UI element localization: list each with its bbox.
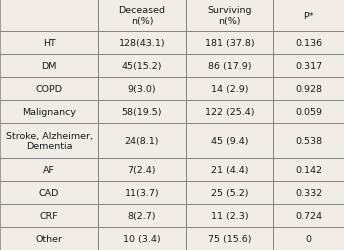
Text: 7(2.4): 7(2.4)	[128, 166, 156, 174]
Bar	[98, 182, 186, 204]
Text: 11 (2.3): 11 (2.3)	[211, 211, 248, 220]
Text: DM: DM	[41, 62, 57, 71]
Text: 45 (9.4): 45 (9.4)	[211, 136, 248, 145]
Bar	[273, 0, 344, 32]
Bar	[0, 100, 98, 124]
Bar	[186, 124, 273, 158]
Text: Deceased
n(%): Deceased n(%)	[118, 6, 165, 26]
Text: Stroke, Alzheimer,
Dementia: Stroke, Alzheimer, Dementia	[6, 131, 93, 151]
Text: 0: 0	[306, 234, 312, 243]
Bar	[0, 0, 98, 32]
Text: 14 (2.9): 14 (2.9)	[211, 85, 248, 94]
Bar	[0, 124, 98, 158]
Bar	[186, 0, 273, 32]
Bar	[186, 78, 273, 100]
Text: CAD: CAD	[39, 188, 59, 197]
Text: 8(2.7): 8(2.7)	[128, 211, 156, 220]
Bar	[273, 182, 344, 204]
Bar	[186, 100, 273, 124]
Bar	[98, 100, 186, 124]
Text: 24(8.1): 24(8.1)	[125, 136, 159, 145]
Text: 128(43.1): 128(43.1)	[119, 39, 165, 48]
Text: 9(3.0): 9(3.0)	[128, 85, 156, 94]
Bar	[273, 204, 344, 227]
Bar	[98, 204, 186, 227]
Bar	[0, 182, 98, 204]
Text: CRF: CRF	[40, 211, 58, 220]
Bar	[186, 204, 273, 227]
Text: COPD: COPD	[35, 85, 63, 94]
Bar	[273, 55, 344, 78]
Bar	[0, 55, 98, 78]
Text: 75 (15.6): 75 (15.6)	[208, 234, 251, 243]
Text: AF: AF	[43, 166, 55, 174]
Bar	[98, 124, 186, 158]
Text: 58(19.5): 58(19.5)	[122, 108, 162, 116]
Text: 25 (5.2): 25 (5.2)	[211, 188, 248, 197]
Text: 122 (25.4): 122 (25.4)	[205, 108, 254, 116]
Text: 45(15.2): 45(15.2)	[122, 62, 162, 71]
Bar	[186, 227, 273, 250]
Bar	[273, 32, 344, 55]
Text: 10 (3.4): 10 (3.4)	[123, 234, 161, 243]
Text: 0.317: 0.317	[295, 62, 322, 71]
Text: 0.928: 0.928	[295, 85, 322, 94]
Bar	[98, 158, 186, 182]
Bar	[98, 227, 186, 250]
Text: 0.332: 0.332	[295, 188, 322, 197]
Bar	[98, 0, 186, 32]
Bar	[0, 227, 98, 250]
Text: 86 (17.9): 86 (17.9)	[208, 62, 251, 71]
Bar	[273, 227, 344, 250]
Text: 0.538: 0.538	[295, 136, 322, 145]
Bar	[0, 32, 98, 55]
Text: 0.724: 0.724	[295, 211, 322, 220]
Text: Surviving
n(%): Surviving n(%)	[207, 6, 252, 26]
Text: 21 (4.4): 21 (4.4)	[211, 166, 248, 174]
Bar	[273, 124, 344, 158]
Bar	[98, 32, 186, 55]
Bar	[0, 158, 98, 182]
Bar	[273, 158, 344, 182]
Text: Malignancy: Malignancy	[22, 108, 76, 116]
Text: HT: HT	[43, 39, 55, 48]
Text: P*: P*	[303, 12, 314, 20]
Bar	[186, 55, 273, 78]
Bar	[98, 78, 186, 100]
Bar	[273, 100, 344, 124]
Text: 0.059: 0.059	[295, 108, 322, 116]
Bar	[186, 158, 273, 182]
Text: 0.136: 0.136	[295, 39, 322, 48]
Bar	[273, 78, 344, 100]
Bar	[0, 78, 98, 100]
Text: 11(3.7): 11(3.7)	[125, 188, 159, 197]
Text: 0.142: 0.142	[295, 166, 322, 174]
Text: Other: Other	[35, 234, 63, 243]
Bar	[0, 204, 98, 227]
Bar	[98, 55, 186, 78]
Bar	[186, 32, 273, 55]
Bar	[186, 182, 273, 204]
Text: 181 (37.8): 181 (37.8)	[205, 39, 255, 48]
